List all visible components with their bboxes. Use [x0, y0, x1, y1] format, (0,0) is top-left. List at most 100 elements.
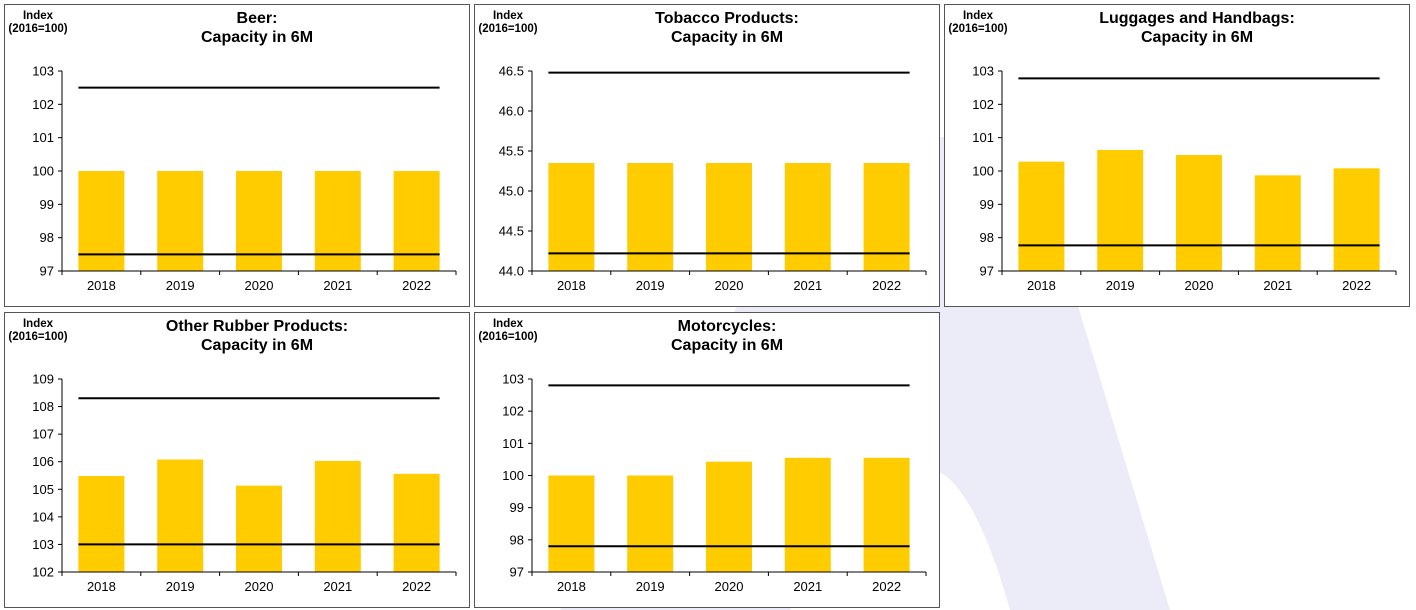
bar-2019: [157, 171, 204, 271]
y-tick-label: 101: [502, 436, 524, 451]
x-tick-label: 2019: [636, 579, 665, 594]
unit-label-line2: (2016=100): [8, 331, 67, 343]
bar-2021: [1254, 175, 1301, 271]
unit-label-line1: Index: [493, 318, 524, 330]
x-tick-label: 2021: [1263, 278, 1292, 293]
unit-label-line2: (2016=100): [948, 23, 1007, 35]
y-tick-label: 45.5: [499, 144, 524, 159]
x-tick-label: 2021: [323, 278, 352, 293]
bar-2018: [1018, 161, 1065, 271]
chart-panel-rubber: Other Rubber Products: Capacity in 6M Inde…: [4, 312, 470, 608]
y-tick-label: 100: [32, 164, 54, 179]
x-tick-label: 2019: [166, 579, 195, 594]
bar-2021: [784, 457, 831, 572]
x-tick-label: 2021: [793, 278, 822, 293]
x-tick-label: 2018: [557, 579, 586, 594]
y-tick-label: 46.5: [499, 64, 524, 79]
y-tick-label: 99: [980, 197, 994, 212]
bar-2019: [627, 163, 674, 271]
bar-2020: [236, 485, 282, 572]
chart-title-line2: Capacity in 6M: [671, 29, 783, 46]
y-tick-label: 98: [510, 532, 524, 547]
x-tick-label: 2022: [1342, 278, 1371, 293]
chart-panel-beer: Beer: Capacity in 6M Index (2016=100) 97 98 99…: [4, 4, 470, 307]
y-tick-label: 44.0: [499, 264, 524, 279]
y-tick-label: 97: [510, 565, 524, 580]
x-tick-label: 2019: [166, 278, 195, 293]
x-tick-label: 2022: [402, 579, 431, 594]
y-tick-label: 46.0: [499, 104, 524, 119]
chart-title-line2: Capacity in 6M: [671, 337, 783, 354]
y-tick-label: 101: [972, 130, 994, 145]
y-tick-label: 105: [32, 482, 54, 497]
bar-2020: [236, 171, 282, 271]
y-tick-label: 103: [972, 64, 994, 79]
chart-motorcycles: Motorcycles: Capacity in 6M Index(2016=100…: [478, 318, 927, 594]
y-tick-label: 99: [510, 500, 524, 515]
y-tick-label: 100: [502, 468, 524, 483]
y-tick-label: 100: [972, 164, 994, 179]
x-tick-label: 2019: [636, 278, 665, 293]
y-tick-label: 107: [32, 427, 54, 442]
x-tick-label: 2021: [793, 579, 822, 594]
chart-title-line1: Luggages and Handbags:: [1099, 10, 1295, 27]
bar-2022: [393, 171, 440, 271]
bar-2019: [157, 459, 204, 572]
y-tick-label: 98: [980, 230, 994, 245]
y-tick-label: 102: [502, 404, 524, 419]
unit-label-line1: Index: [493, 10, 524, 22]
bar-2022: [393, 473, 440, 572]
x-tick-label: 2022: [872, 579, 901, 594]
x-tick-label: 2020: [715, 278, 744, 293]
y-tick-label: 103: [32, 64, 54, 79]
chart-title-line2: Capacity in 6M: [201, 337, 313, 354]
bar-2020: [706, 461, 752, 572]
bar-2021: [314, 460, 361, 572]
y-tick-label: 103: [502, 372, 524, 387]
y-tick-label: 98: [40, 230, 54, 245]
x-tick-label: 2022: [402, 278, 431, 293]
chart-luggages: Luggages and Handbags: Capacity in 6M Inde…: [948, 10, 1397, 293]
bar-2018: [78, 476, 125, 572]
chart-title-line2: Capacity in 6M: [1141, 29, 1253, 46]
chart-tobacco: Tobacco Products: Capacity in 6M Index(201…: [478, 10, 927, 293]
x-tick-label: 2018: [1027, 278, 1056, 293]
y-tick-label: 103: [32, 537, 54, 552]
bar-2019: [627, 475, 674, 572]
unit-label-line2: (2016=100): [478, 23, 537, 35]
unit-label-line2: (2016=100): [8, 23, 67, 35]
bar-2022: [863, 163, 910, 271]
x-tick-label: 2018: [87, 579, 116, 594]
chart-title-line1: Beer:: [237, 10, 278, 27]
chart-title-line1: Tobacco Products:: [655, 10, 799, 27]
bar-2021: [784, 163, 831, 271]
y-tick-label: 106: [32, 454, 54, 469]
y-tick-label: 104: [32, 509, 54, 524]
x-tick-label: 2020: [1185, 278, 1214, 293]
chart-panel-tobacco: Tobacco Products: Capacity in 6M Index (201…: [474, 4, 940, 307]
unit-label-line1: Index: [23, 10, 54, 22]
chart-panel-motorcycles: Motorcycles: Capacity in 6M Index (2016=100…: [474, 312, 940, 608]
y-tick-label: 99: [40, 197, 54, 212]
bar-2021: [314, 171, 361, 271]
x-tick-label: 2018: [557, 278, 586, 293]
x-tick-label: 2020: [245, 579, 274, 594]
y-tick-label: 102: [32, 565, 54, 580]
bar-2020: [706, 163, 752, 271]
y-tick-label: 102: [32, 97, 54, 112]
chart-beer: Beer: Capacity in 6M Index(2016=100) 97 98 99…: [8, 10, 457, 293]
x-tick-label: 2021: [323, 579, 352, 594]
unit-label-line1: Index: [963, 10, 994, 22]
chart-title-line2: Capacity in 6M: [201, 29, 313, 46]
y-tick-label: 102: [972, 97, 994, 112]
x-tick-label: 2019: [1106, 278, 1135, 293]
chart-panel-luggages: Luggages and Handbags: Capacity in 6M Inde…: [944, 4, 1410, 307]
bar-2019: [1097, 150, 1144, 271]
y-tick-label: 109: [32, 372, 54, 387]
x-tick-label: 2020: [245, 278, 274, 293]
chart-rubber: Other Rubber Products: Capacity in 6M Inde…: [8, 318, 457, 594]
bar-2022: [863, 457, 910, 572]
x-tick-label: 2022: [872, 278, 901, 293]
chart-title-line1: Other Rubber Products:: [166, 318, 348, 335]
y-tick-label: 44.5: [499, 224, 524, 239]
